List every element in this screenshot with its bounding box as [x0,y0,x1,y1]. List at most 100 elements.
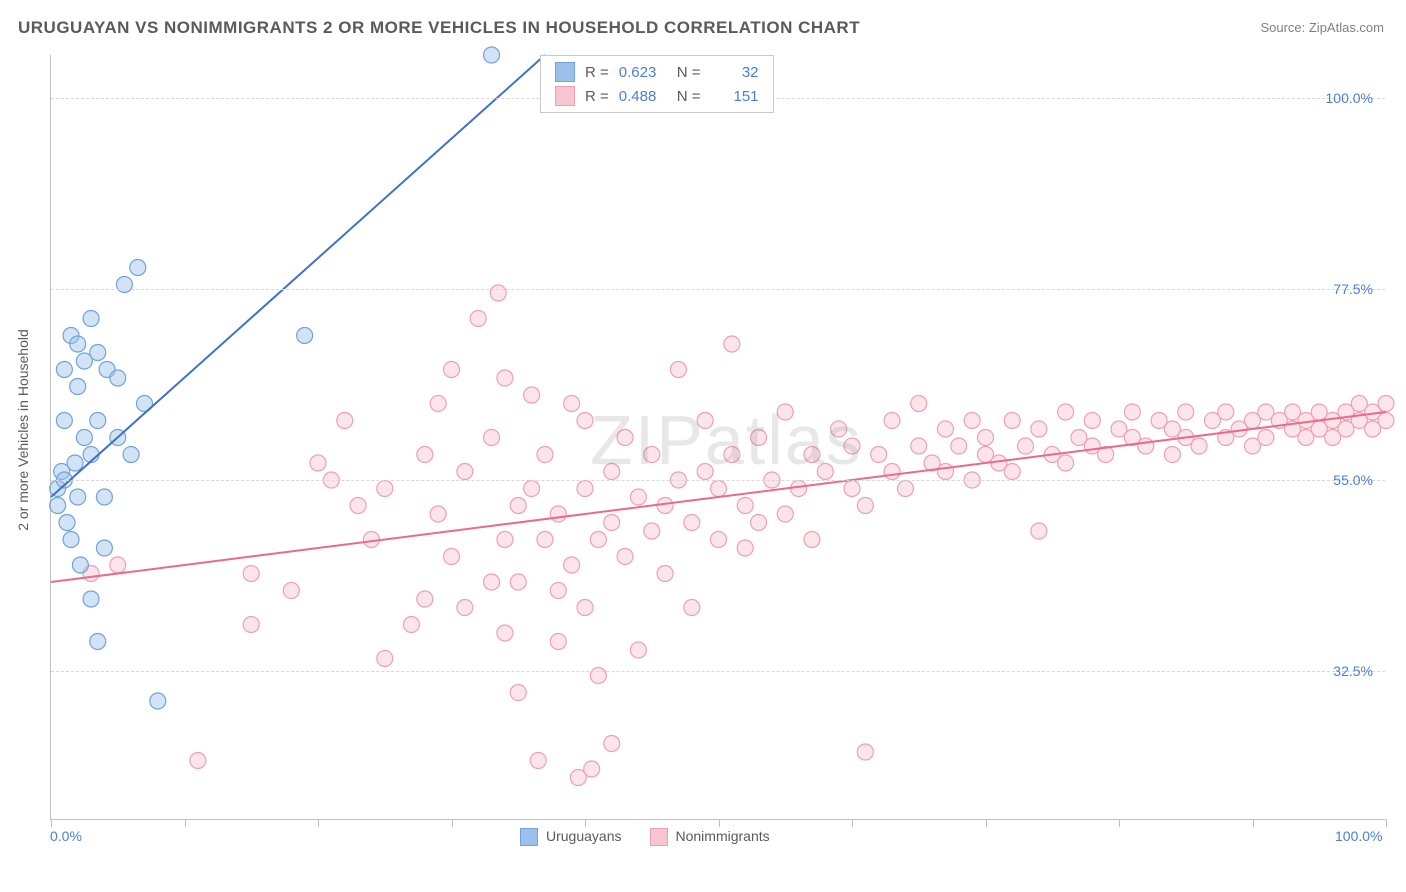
data-point [884,464,900,480]
data-point [844,438,860,454]
data-point [644,447,660,463]
data-point [59,515,75,531]
data-point [110,557,126,573]
stats-row: R =0.488N =151 [541,84,773,108]
data-point [1218,404,1234,420]
data-point [537,447,553,463]
data-point [604,464,620,480]
data-point [951,438,967,454]
x-tick [452,819,453,827]
data-point [70,336,86,352]
data-point [310,455,326,471]
y-tick-label: 32.5% [1333,663,1373,679]
chart-title: URUGUAYAN VS NONIMMIGRANTS 2 OR MORE VEH… [18,18,860,38]
x-tick [986,819,987,827]
stat-r-label: R = [585,88,609,105]
data-point [497,625,513,641]
data-point [817,464,833,480]
data-point [1124,404,1140,420]
x-tick [1119,819,1120,827]
data-point [430,396,446,412]
data-point [617,549,633,565]
data-point [550,506,566,522]
source-label: Source: [1260,20,1308,35]
data-point [283,583,299,599]
data-point [630,489,646,505]
data-point [90,345,106,361]
data-point [777,506,793,522]
gridline [51,289,1385,290]
y-tick-label: 77.5% [1333,281,1373,297]
data-point [804,532,820,548]
x-tick [852,819,853,827]
data-point [484,430,500,446]
data-point [1164,447,1180,463]
stat-r-value: 0.488 [619,88,667,105]
data-point [350,498,366,514]
x-tick [719,819,720,827]
data-point [1084,413,1100,429]
data-point [831,421,847,437]
series-swatch [555,62,575,82]
data-point [644,523,660,539]
data-point [871,447,887,463]
trend-line [51,412,1386,582]
data-point [510,574,526,590]
data-point [417,591,433,607]
data-point [590,532,606,548]
series-swatch [555,86,575,106]
data-point [857,498,873,514]
data-point [1018,438,1034,454]
data-point [123,447,139,463]
y-tick-label: 100.0% [1326,90,1373,106]
x-tick [185,819,186,827]
data-point [243,566,259,582]
data-point [670,362,686,378]
data-point [457,464,473,480]
data-point [377,481,393,497]
data-point [1004,413,1020,429]
data-point [1191,438,1207,454]
data-point [67,455,83,471]
data-point [297,328,313,344]
x-tick [51,819,52,827]
data-point [657,566,673,582]
data-point [1378,396,1394,412]
correlation-chart: URUGUAYAN VS NONIMMIGRANTS 2 OR MORE VEH… [0,0,1406,892]
y-tick-label: 55.0% [1333,472,1373,488]
data-point [1031,523,1047,539]
data-point [1058,404,1074,420]
data-point [577,413,593,429]
data-point [76,430,92,446]
data-point [510,498,526,514]
legend-item: Uruguayans [520,828,622,846]
x-tick [1253,819,1254,827]
data-point [550,583,566,599]
data-point [337,413,353,429]
data-point [83,591,99,607]
data-point [897,481,913,497]
data-point [1258,430,1274,446]
stat-n-value: 32 [711,64,759,81]
data-point [130,260,146,276]
data-point [978,430,994,446]
stat-r-label: R = [585,64,609,81]
stats-row: R =0.623N =32 [541,60,773,84]
legend-label: Uruguayans [546,828,622,844]
data-point [751,430,767,446]
data-point [430,506,446,522]
legend-bottom: UruguayansNonimmigrants [520,828,770,846]
data-point [697,464,713,480]
data-point [70,489,86,505]
plot-area: 32.5% 55.0% 77.5% 100.0% [50,55,1385,820]
data-point [684,600,700,616]
data-point [1378,413,1394,429]
data-point [844,481,860,497]
data-point [510,685,526,701]
data-point [937,421,953,437]
data-point [524,387,540,403]
data-point [564,557,580,573]
data-point [56,362,72,378]
data-point [90,413,106,429]
data-point [697,413,713,429]
